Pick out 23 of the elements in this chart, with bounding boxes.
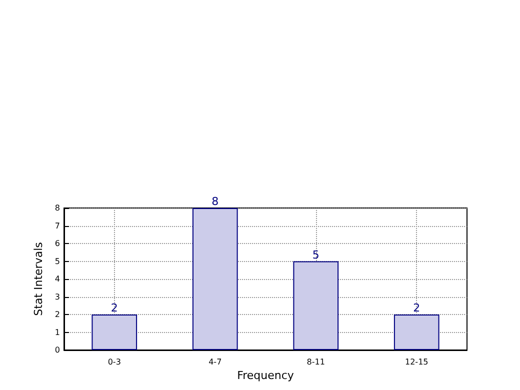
y-tick-label: 2 bbox=[54, 310, 60, 319]
x-tick-label: 12-15 bbox=[405, 358, 428, 366]
data-label: 2 bbox=[110, 302, 118, 314]
x-tick-label: 8-11 bbox=[306, 358, 325, 366]
x-tick-label: 4-7 bbox=[208, 358, 222, 366]
data-label: 2 bbox=[413, 302, 420, 314]
data-label: 5 bbox=[312, 248, 320, 262]
data-label: 8 bbox=[212, 195, 219, 208]
bar bbox=[92, 314, 138, 350]
x-axis-title: Frequency bbox=[237, 369, 294, 382]
y-tick-label: 8 bbox=[54, 204, 60, 212]
bar bbox=[394, 314, 440, 350]
y-tick-label: 0 bbox=[54, 346, 60, 354]
y-tick-label: 7 bbox=[54, 221, 60, 230]
bar bbox=[293, 261, 339, 350]
y-axis-title: Stat Intervals bbox=[32, 242, 46, 316]
y-tick-label: 4 bbox=[54, 274, 60, 284]
y-tick-label: 6 bbox=[54, 239, 60, 248]
bar bbox=[192, 208, 238, 350]
x-tick-label: 0-3 bbox=[108, 358, 121, 366]
y-tick-label: 3 bbox=[54, 292, 60, 302]
y-tick-label: 5 bbox=[54, 256, 60, 266]
y-tick-label: 1 bbox=[54, 328, 60, 337]
